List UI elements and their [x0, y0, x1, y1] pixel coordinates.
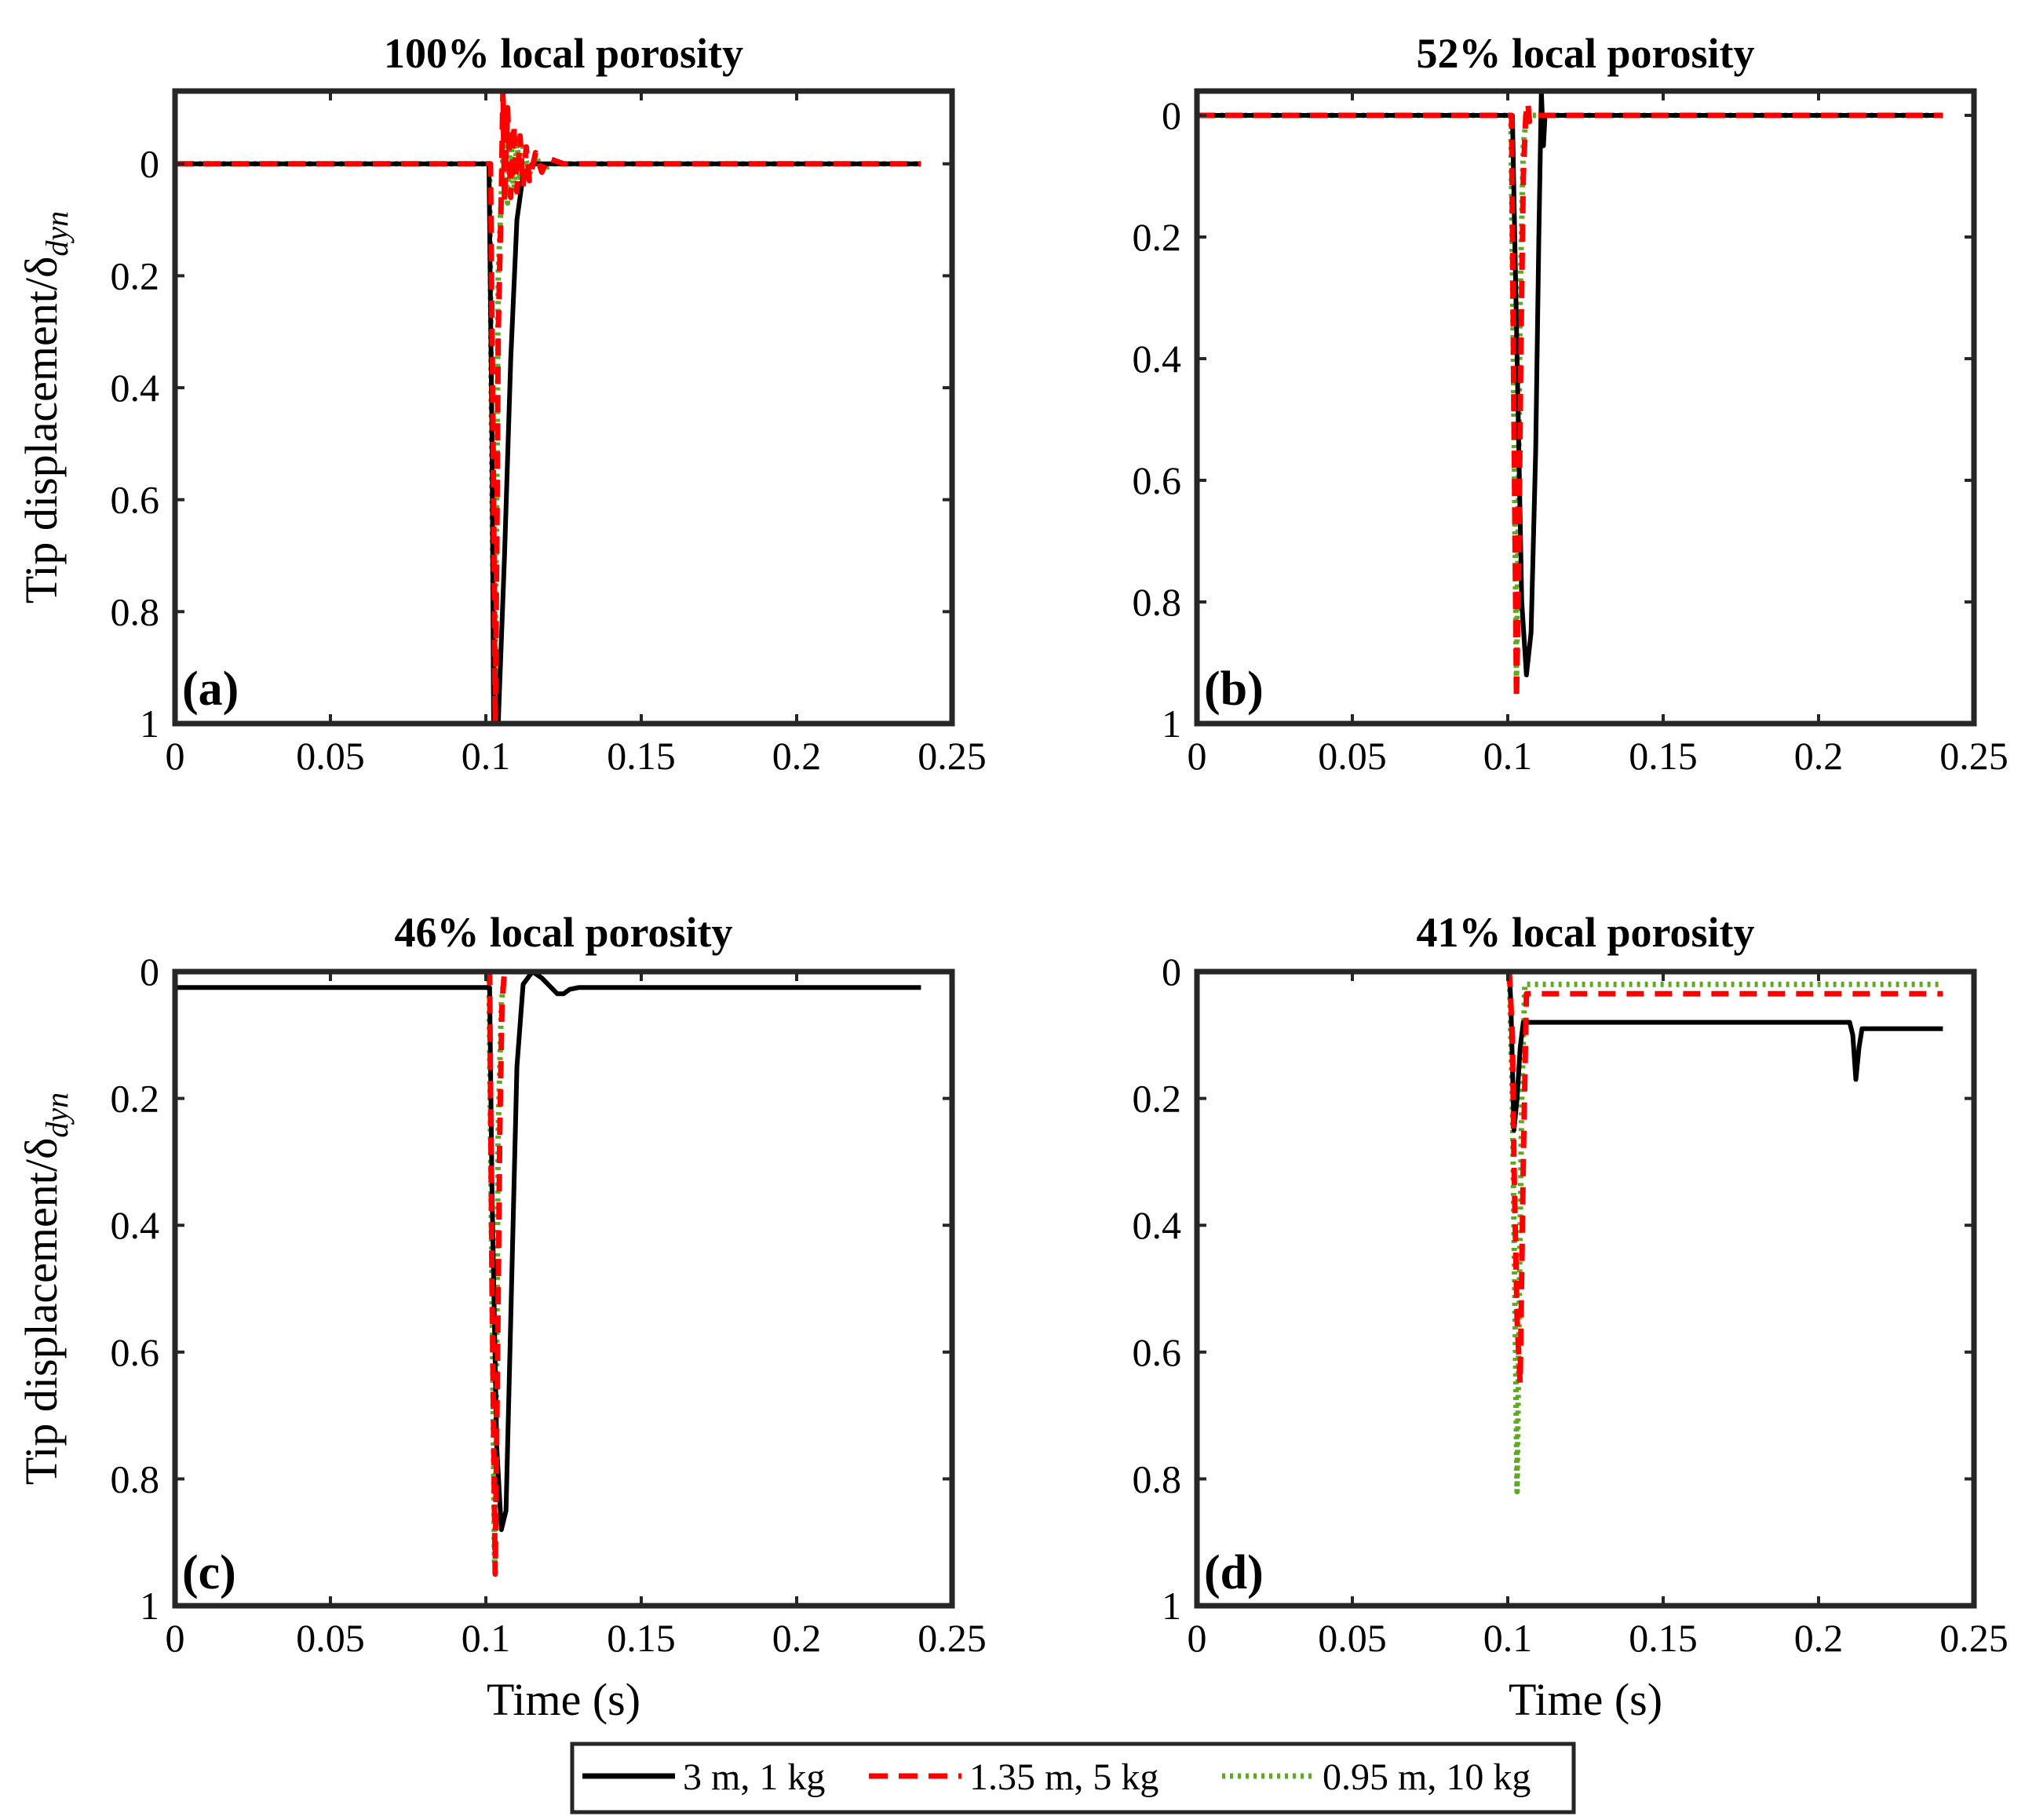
panel-b-xtick-label: 0.05 — [1318, 734, 1387, 778]
panel-a-series-3m-1kg — [175, 161, 921, 724]
panel-d-ytick-label: 0.2 — [1133, 1077, 1182, 1121]
panel-b-axes-box — [1194, 88, 1977, 727]
panel-a-xtick-label: 0.25 — [918, 734, 987, 778]
panel-d-title: 41% local porosity — [1417, 909, 1755, 956]
legend-label-3m: 3 m, 1 kg — [683, 1756, 825, 1798]
panel-d-ticks: 0 0.05 0.1 0.15 0.2 0.25 0 0.2 0.4 0.6 0.8 1 — [1133, 950, 2009, 1660]
panel-d-xtick-label: 0.15 — [1629, 1616, 1698, 1660]
panel-a-ytick-label: 0.4 — [111, 366, 160, 410]
panel-b-xtick-label: 0.2 — [1794, 734, 1844, 778]
panel-c-title: 46% local porosity — [395, 909, 733, 956]
panel-d-series — [1197, 972, 1943, 1495]
panel-b-series-3m-1kg — [1197, 91, 1943, 677]
panel-a-series-1p35m-5kg — [175, 91, 921, 724]
panel-c-xtick-label: 0.25 — [918, 1616, 987, 1660]
panel-c-ticks: 0 0.05 0.1 0.15 0.2 0.25 0 0.2 0.4 0.6 0.8 1 — [111, 950, 987, 1660]
panel-d-series-1p35m-5kg — [1197, 972, 1943, 1387]
panel-b-ytick-label: 0.8 — [1133, 580, 1182, 624]
panel-d: 41% local porosity 0 0.05 0.1 0.15 0.2 0.2500… — [1133, 909, 2009, 1660]
panel-c-ytick-label: 0 — [140, 950, 159, 994]
panel-b-series-1p35m-5kg — [1197, 100, 1943, 702]
panel-c-ytick-label: 0.8 — [111, 1457, 160, 1501]
panel-a-title: 100% local porosity — [384, 30, 743, 77]
panel-b-ticks: 0 0.05 0.1 0.15 0.2 0.25 0 0.2 0.4 0.6 0.8 1 — [1133, 91, 2009, 778]
ylabel-top-main: Tip displacement/δ — [16, 257, 67, 604]
panel-d-axes-box — [1194, 968, 1977, 1609]
panel-b-series — [1197, 91, 1943, 702]
panel-a-ytick-label: 0 — [140, 142, 159, 186]
panel-d-xtick-label: 0.1 — [1483, 1616, 1533, 1660]
panel-c-ytick-label: 0.6 — [111, 1330, 160, 1374]
panel-b-ytick-label: 0.2 — [1133, 215, 1182, 259]
panel-c-letter: (c) — [182, 1546, 236, 1599]
panel-d-xtick-label: 0 — [1188, 1616, 1207, 1660]
panel-a-axes-box — [172, 88, 955, 727]
panel-a-xtick-label: 0.05 — [296, 734, 365, 778]
panel-c-xtick-label: 0.2 — [772, 1616, 822, 1660]
panel-b-ytick-label: 1 — [1162, 702, 1181, 746]
panel-a-series-0p95m-10kg — [175, 116, 921, 716]
panel-a-xtick-label: 0.1 — [462, 734, 511, 778]
panel-b-xtick-label: 0 — [1188, 734, 1207, 778]
panel-d-ytick-label: 0.6 — [1133, 1330, 1182, 1374]
panel-b-ytick-label: 0 — [1162, 93, 1181, 137]
ylabel-top-sub: dyn — [39, 211, 75, 257]
panel-a-xtick-label: 0 — [166, 734, 185, 778]
panel-b-series-0p95m-10kg — [1197, 112, 1943, 684]
panel-a: 100% local porosity 0 0.05 0.1 0.15 0.2 0.250… — [111, 30, 987, 778]
panel-a-ytick-label: 0.2 — [111, 253, 160, 297]
panel-b-ytick-label: 0.4 — [1133, 337, 1182, 381]
panel-c-xtick-label: 0.05 — [296, 1616, 365, 1660]
xlabel-right: Time (s) — [1509, 1674, 1662, 1725]
panel-d-xtick-label: 0.25 — [1939, 1616, 2009, 1660]
panel-c-xtick-label: 0 — [166, 1616, 185, 1660]
panel-c-xtick-label: 0.15 — [607, 1616, 676, 1660]
panel-a-xtick-label: 0.2 — [772, 734, 822, 778]
panel-c-axes-box — [172, 968, 955, 1609]
ylabel-bottom-sub: dyn — [39, 1092, 75, 1138]
panel-d-ytick-label: 0.8 — [1133, 1457, 1182, 1501]
panel-c-xtick-label: 0.1 — [462, 1616, 511, 1660]
panel-a-ytick-label: 0.8 — [111, 589, 160, 633]
panel-b: 52% local porosity 0 0.05 0.1 0.15 0.2 0.2500… — [1133, 30, 2009, 778]
legend: 3 m, 1 kg 1.35 m, 5 kg 0.95 m, 10 kg — [570, 1742, 1576, 1815]
panel-a-ticks: 0 0.05 0.1 0.15 0.2 0.25 0 0.2 0.4 0.6 0.8 1 — [111, 91, 987, 778]
panel-c-ytick-label: 1 — [140, 1584, 159, 1628]
xlabel-left: Time (s) — [487, 1674, 640, 1725]
panel-b-letter: (b) — [1204, 662, 1264, 716]
panel-c-series-1p35m-5kg — [175, 972, 921, 1577]
panel-a-series — [175, 91, 921, 724]
panel-b-title: 52% local porosity — [1417, 30, 1755, 77]
panel-d-series-0p95m-10kg — [1197, 972, 1943, 1495]
legend-label-095m: 0.95 m, 10 kg — [1323, 1756, 1531, 1798]
panel-c-ytick-label: 0.4 — [111, 1203, 160, 1247]
panel-d-letter: (d) — [1204, 1546, 1264, 1599]
panel-a-ytick-label: 0.6 — [111, 478, 160, 522]
legend-box — [570, 1742, 1576, 1815]
panel-d-ytick-label: 0.4 — [1133, 1203, 1182, 1247]
ylabel-bottom-main: Tip displacement/δ — [16, 1138, 67, 1485]
panel-d-xtick-label: 0.05 — [1318, 1616, 1387, 1660]
panel-c-series — [175, 972, 921, 1577]
panel-d-ytick-label: 1 — [1162, 1584, 1181, 1628]
panel-c-series-0p95m-10kg — [175, 972, 921, 1564]
panel-b-xtick-label: 0.15 — [1629, 734, 1698, 778]
panel-b-xtick-label: 0.25 — [1939, 734, 2009, 778]
ylabel-top: Tip displacement/δdyn — [16, 211, 75, 604]
panel-a-xtick-label: 0.15 — [607, 734, 676, 778]
panel-a-letter: (a) — [182, 662, 239, 716]
panel-d-ytick-label: 0 — [1162, 950, 1181, 994]
panel-a-ytick-label: 1 — [140, 702, 159, 746]
panel-c-series-3m-1kg — [175, 972, 921, 1532]
ylabel-bottom: Tip displacement/δdyn — [16, 1092, 75, 1485]
panel-b-ytick-label: 0.6 — [1133, 458, 1182, 502]
panel-c: 46% local porosity 0 0.05 0.1 0.15 0.2 0.2500… — [111, 909, 987, 1660]
panel-b-xtick-label: 0.1 — [1483, 734, 1533, 778]
legend-label-135m: 1.35 m, 5 kg — [969, 1756, 1158, 1798]
panel-c-ytick-label: 0.2 — [111, 1077, 160, 1121]
panel-d-xtick-label: 0.2 — [1794, 1616, 1844, 1660]
